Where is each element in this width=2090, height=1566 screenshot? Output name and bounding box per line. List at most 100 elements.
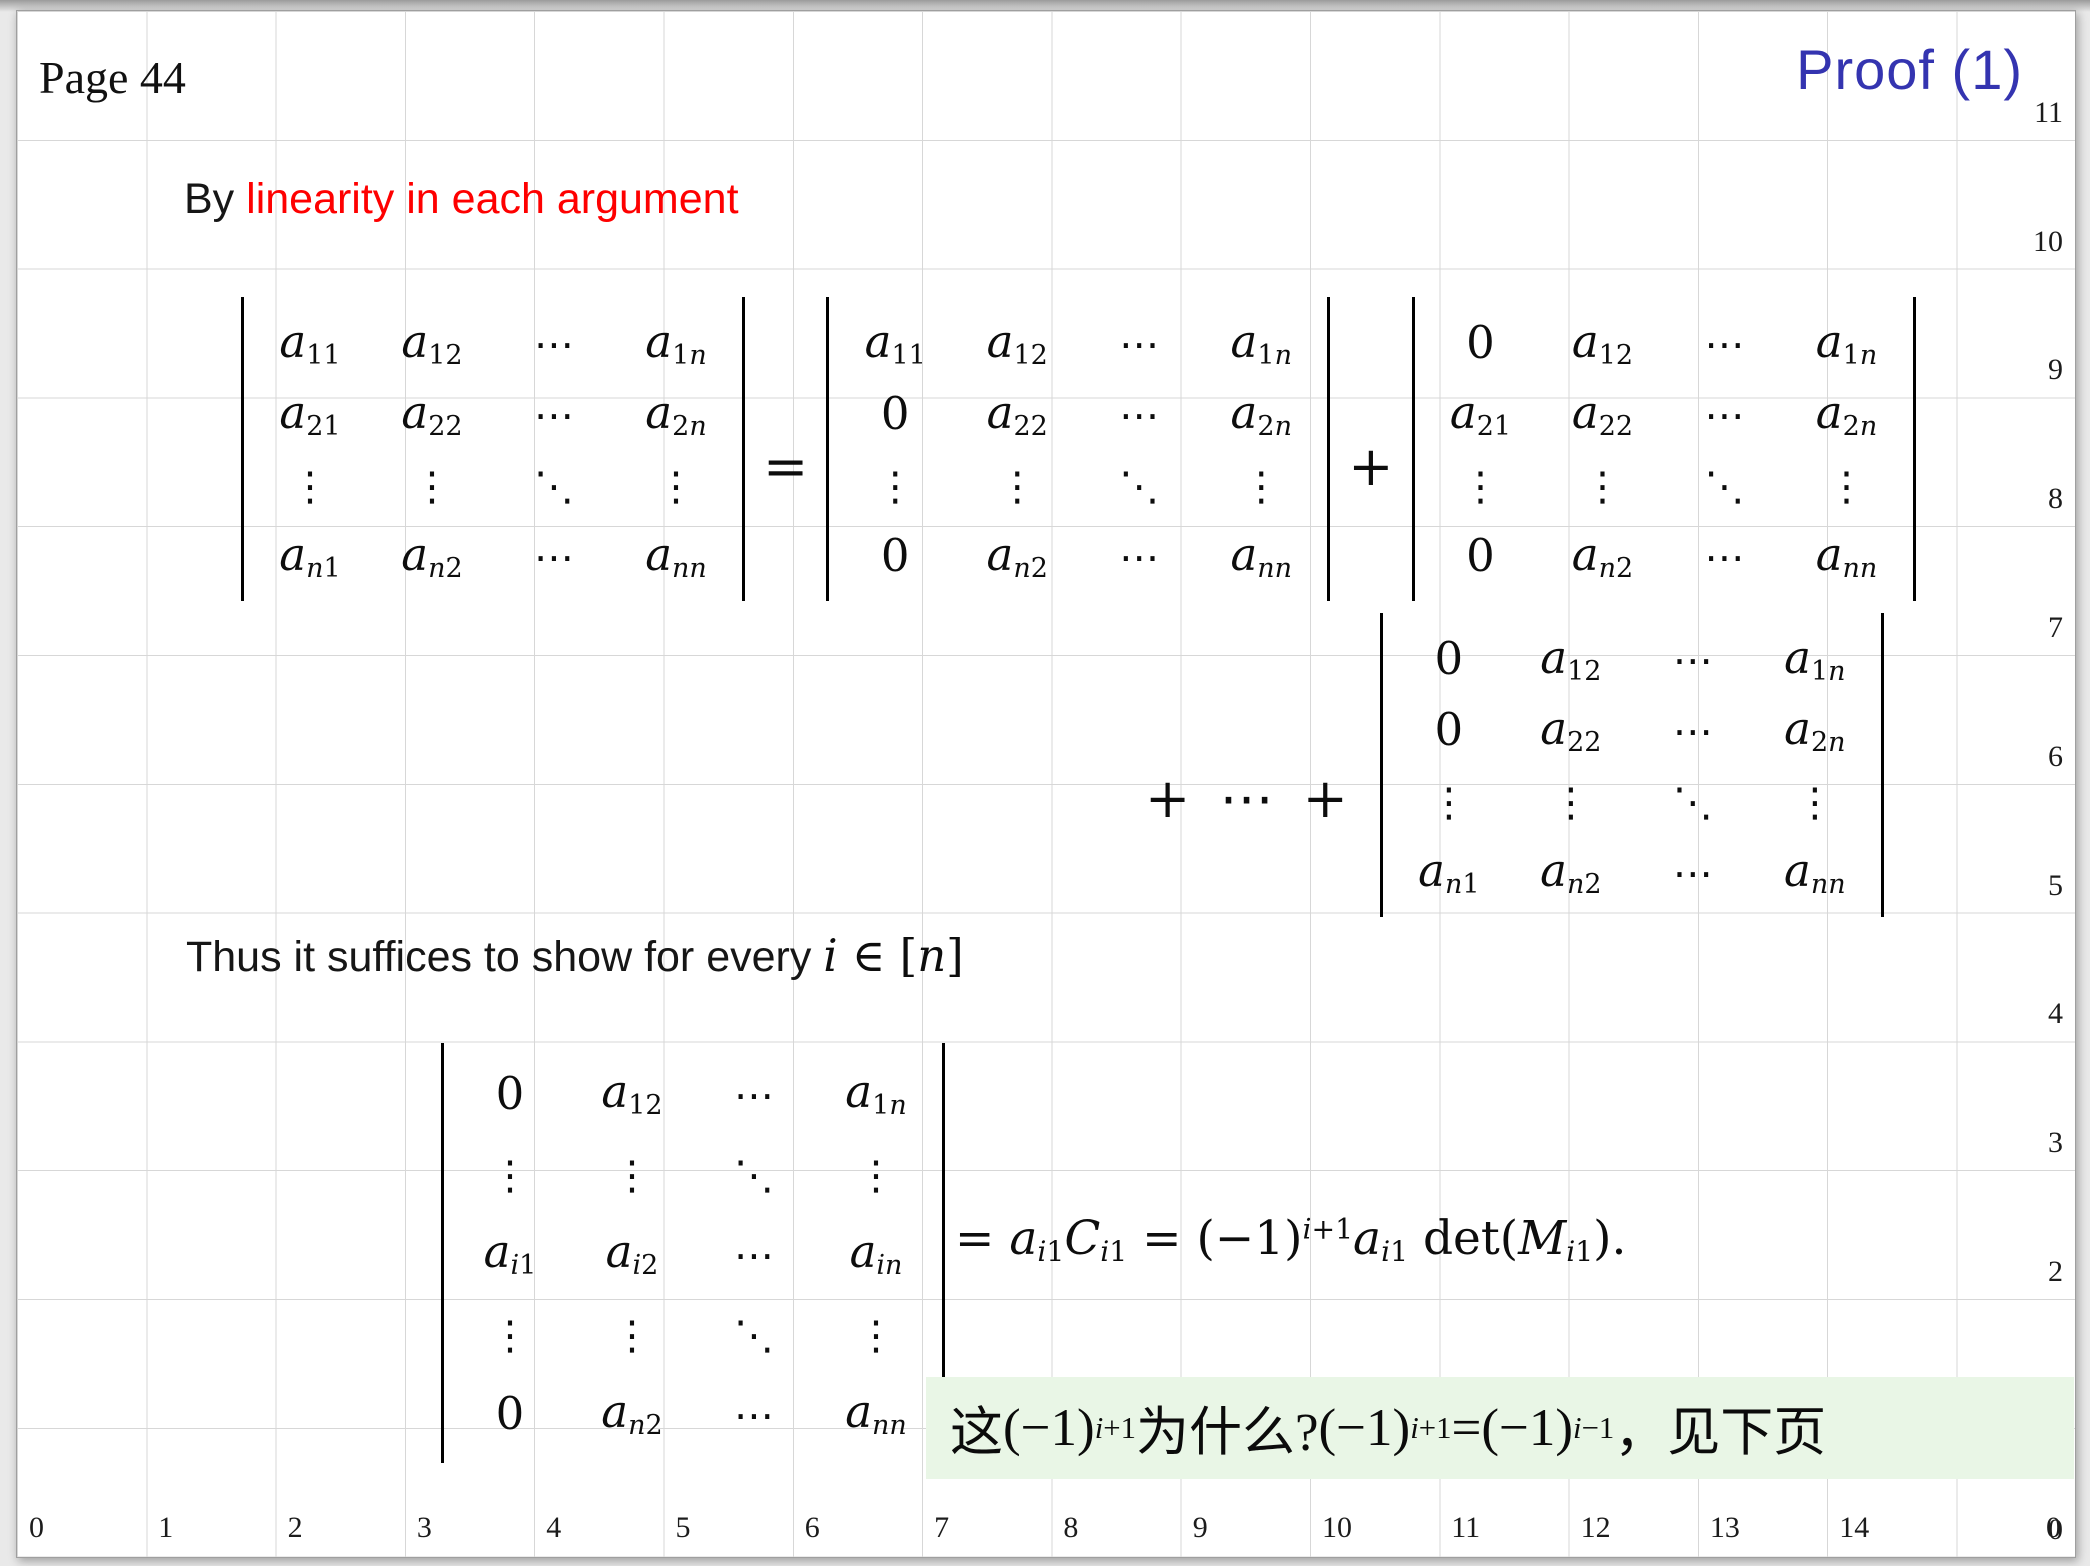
determinant-matrix-first-col-a11: a11 a12 ⋯ a1n 0 a22 ⋯ a2n ⋮ ⋮ ⋱ ⋮ 0 an2 ⋯ ann xyxy=(826,297,1331,601)
grid-x-label: 2 xyxy=(287,1511,303,1544)
matrix-cell: ⋱ xyxy=(1119,464,1160,510)
matrix-cell: ⋱ xyxy=(1672,780,1713,826)
matrix-cell: a12 xyxy=(601,1065,663,1121)
math-segment: i1 xyxy=(1381,1235,1409,1269)
matrix-cell: ⋯ xyxy=(1672,709,1713,755)
grid-x-label: 3 xyxy=(416,1511,432,1544)
matrix-cell: ann xyxy=(645,527,707,584)
page-number-label: Page 44 xyxy=(39,52,186,103)
matrix-cell: ai1 xyxy=(483,1225,537,1281)
grid-y-label: 10 xyxy=(2033,224,2063,258)
math-segment: C xyxy=(1064,1211,1101,1266)
matrix-cell: ai2 xyxy=(605,1225,659,1281)
matrix-cell: ain xyxy=(849,1225,903,1281)
slide-canvas[interactable]: Page 44 Proof (1) By linearity in each a… xyxy=(16,10,2076,1558)
matrix-cell: a12 xyxy=(401,314,463,371)
math-segment: i−1 xyxy=(1573,1410,1615,1445)
matrix-cell: ann xyxy=(1230,527,1293,584)
math-segment: = xyxy=(1451,1399,1482,1457)
matrix-cell: ⋮ xyxy=(997,464,1038,510)
matrix-cell: an1 xyxy=(279,527,341,584)
grid-x-label: 7 xyxy=(934,1511,950,1544)
matrix-cell: a22 xyxy=(401,385,463,442)
math-segment: (−1) xyxy=(1003,1399,1095,1457)
matrix-cell: 0 xyxy=(880,387,910,440)
grid-y-label: 3 xyxy=(2048,1126,2063,1160)
matrix-cell: ⋮ xyxy=(412,464,452,510)
math-segment: i1 xyxy=(1566,1235,1594,1269)
math-segment: i+1 xyxy=(1094,1410,1136,1445)
math-segment: ∈ [ xyxy=(837,929,918,982)
matrix-cell: ⋯ xyxy=(1119,322,1160,368)
math-segment: (−1) xyxy=(1318,1399,1411,1457)
matrix-cell: a1n xyxy=(1230,314,1292,371)
math-segment: = xyxy=(955,1211,1010,1266)
grid-x-label: 8 xyxy=(1063,1511,1079,1544)
matrix-cell: ⋮ xyxy=(875,464,916,510)
grid-x-label: 1 xyxy=(158,1511,174,1544)
matrix-cell: a2n xyxy=(1784,701,1846,758)
matrix-cell: ⋯ xyxy=(1119,535,1160,581)
determinant-matrix-row-i: 0 a12 ⋯ a1n ⋮ ⋮ ⋱ ⋮ ai1 ai2 ⋯ ain ⋮ ⋮ ⋱ ⋮ 0 an2 ⋯ ann xyxy=(441,1043,945,1463)
highlighted-chinese-note: 这 (−1) i+1 为什么? (−1) i+1 = (−1) i−1 ，见下页 xyxy=(926,1377,2074,1479)
matrix-cell: a1n xyxy=(1815,314,1878,371)
matrix-cell: ⋯ xyxy=(1672,638,1713,684)
grid-x-label: 6 xyxy=(804,1511,820,1544)
determinant-matrix-first-col-a21: 0 a12 ⋯ a1n a21 a22 ⋯ a2n ⋮ ⋮ ⋱ ⋮ 0 an2 ⋯ ann xyxy=(1411,297,1916,601)
matrix-cell: a1n xyxy=(645,314,707,371)
determinant-row-i: 0 a12 ⋯ a1n ⋮ ⋮ ⋱ ⋮ ai1 ai2 ⋯ ain ⋮ ⋮ ⋱ ⋮ 0 an2 ⋯ ann xyxy=(441,1043,945,1463)
matrix-cell: ⋯ xyxy=(1119,393,1160,439)
grid-x-label: 5 xyxy=(675,1511,691,1544)
grid-y-label: 7 xyxy=(2048,611,2063,644)
matrix-cell: ⋮ xyxy=(1460,464,1501,510)
matrix-cell: a2n xyxy=(1815,385,1878,442)
plus-sign: + xyxy=(1348,434,1394,498)
byline-emphasis: linearity in each argument xyxy=(246,175,739,223)
matrix-cell: ⋮ xyxy=(656,464,696,510)
grid-y-label: 0 xyxy=(2048,1512,2063,1546)
matrix-cell: ⋮ xyxy=(1550,780,1591,826)
grid-x-label: 0 xyxy=(2046,1511,2061,1544)
determinant-expansion-line-1: a11 a12 ⋯ a1n a21 a22 ⋯ a2n ⋮ ⋮ ⋱ ⋮ an1 an2 ⋯ ann = a11… xyxy=(241,297,1916,601)
matrix-cell: ⋱ xyxy=(734,1312,774,1359)
matrix-cell: ⋮ xyxy=(1826,464,1867,510)
matrix-cell: ⋮ xyxy=(1428,780,1469,826)
matrix-cell: ⋯ xyxy=(734,1392,774,1439)
matrix-cell: a21 xyxy=(1449,385,1512,442)
matrix-cell: ⋱ xyxy=(1704,464,1745,510)
math-segment: a xyxy=(1353,1211,1382,1266)
math-segment: a xyxy=(1009,1211,1038,1266)
grid-y-label: 4 xyxy=(2048,997,2063,1031)
matrix-cell: a12 xyxy=(1571,314,1634,371)
math-segment: ] xyxy=(946,929,964,982)
matrix-cell: an2 xyxy=(1571,527,1634,584)
grid-x-label: 4 xyxy=(546,1511,562,1544)
grid-x-label: 9 xyxy=(1192,1511,1208,1544)
plus-cdots-plus: + ⋯ + xyxy=(1145,766,1354,830)
matrix-cell: ann xyxy=(845,1385,907,1441)
matrix-cell: ⋯ xyxy=(734,1232,774,1279)
byline: By linearity in each argument xyxy=(184,175,739,224)
matrix-cell: ⋱ xyxy=(534,464,574,510)
matrix-cell: ⋮ xyxy=(490,1152,530,1199)
matrix-cell: an2 xyxy=(601,1385,663,1441)
grid-x-label: 12 xyxy=(1580,1511,1611,1544)
thus-sentence: Thus it suffices to show for every i ∈ [… xyxy=(186,929,964,982)
grid-y-label: 6 xyxy=(2048,739,2063,773)
cofactor-equation: = ai1Ci1 = (−1)i+1ai1 det(Mi1). xyxy=(955,1211,1626,1268)
matrix-cell: a1n xyxy=(845,1065,907,1121)
grid-y-label: 2 xyxy=(2048,1255,2063,1288)
matrix-cell: ⋮ xyxy=(1241,464,1282,510)
matrix-cell: a11 xyxy=(864,314,926,371)
matrix-cell: a1n xyxy=(1784,630,1846,687)
matrix-cell: 0 xyxy=(1466,529,1495,582)
grid-y-label: 5 xyxy=(2048,868,2063,902)
math-segment: i1 xyxy=(1037,1235,1065,1269)
math-segment: i xyxy=(823,929,838,982)
math-segment: ，见下页 xyxy=(1614,1404,1827,1462)
matrix-cell: ⋯ xyxy=(534,535,574,581)
determinant-expansion-line-2: + ⋯ + 0 a12 ⋯ a1n 0 a22 ⋯ a2n ⋮ ⋮ ⋱ ⋮ an1 an2 ⋯ ann xyxy=(1145,613,1884,917)
matrix-cell: ann xyxy=(1784,843,1846,900)
math-segment: M xyxy=(1518,1211,1567,1266)
